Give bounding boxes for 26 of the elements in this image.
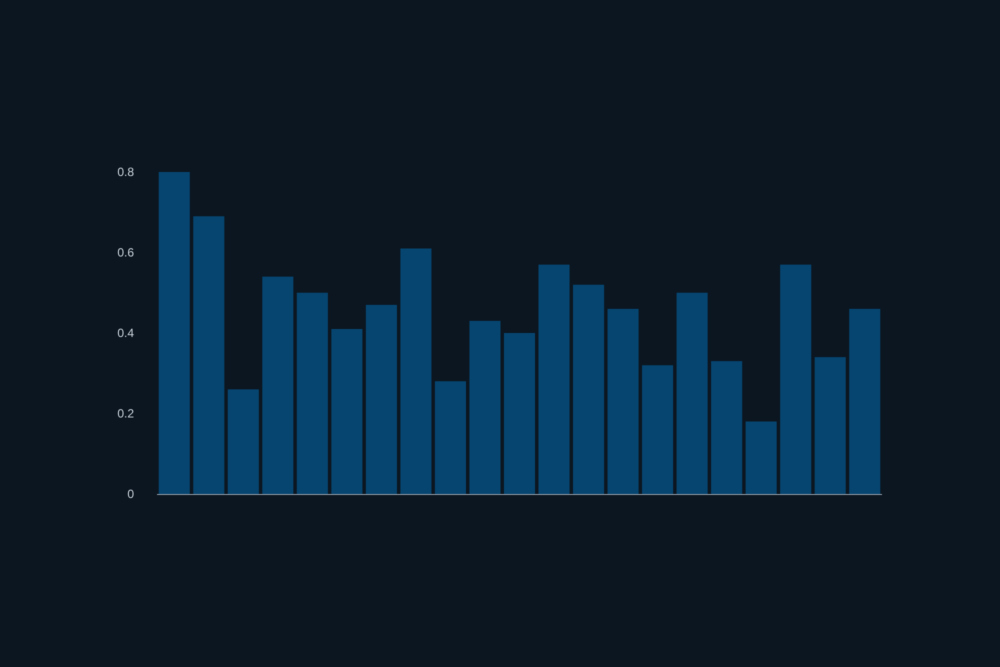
- bar: [573, 284, 604, 494]
- bar: [400, 248, 432, 494]
- bar: [366, 304, 397, 494]
- bar: [814, 357, 846, 494]
- bar: [262, 276, 294, 494]
- bar: [469, 320, 501, 494]
- bar: [158, 172, 190, 494]
- bar: [228, 389, 259, 494]
- bar: [296, 292, 328, 494]
- bar: [504, 333, 536, 494]
- bar: [711, 361, 742, 494]
- bar: [746, 422, 777, 494]
- y-tick-label: 0.6: [117, 246, 134, 260]
- bar: [331, 328, 362, 494]
- bar: [608, 308, 639, 494]
- bar: [434, 381, 466, 494]
- y-tick-label: 0: [127, 487, 134, 502]
- y-tick-label: 0.8: [117, 165, 134, 180]
- y-tick-label: 0.2: [117, 406, 134, 421]
- bar: [676, 292, 708, 494]
- bar: [193, 216, 224, 494]
- bar: [849, 308, 880, 494]
- y-tick-label: 0.4: [117, 326, 134, 340]
- bar: [642, 365, 674, 494]
- bar: [538, 264, 570, 494]
- bar: [780, 264, 812, 494]
